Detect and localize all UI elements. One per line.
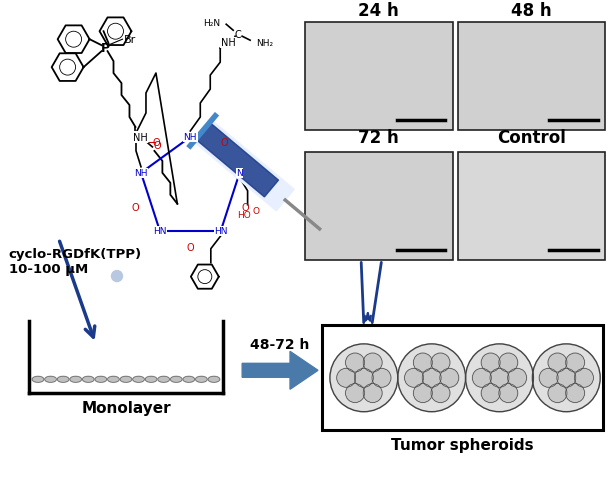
Bar [458, 153, 605, 260]
Circle shape [431, 384, 450, 403]
Ellipse shape [82, 377, 94, 383]
Circle shape [465, 344, 533, 412]
Bar [305, 153, 453, 260]
Text: O: O [187, 242, 194, 252]
Ellipse shape [158, 377, 170, 383]
Bar [305, 23, 453, 131]
Text: O: O [242, 203, 249, 212]
Text: P: P [101, 41, 110, 55]
Text: 48 h: 48 h [511, 2, 551, 20]
Circle shape [499, 384, 518, 403]
Circle shape [481, 353, 500, 372]
Text: 10-100 μM: 10-100 μM [9, 263, 88, 276]
Circle shape [575, 368, 594, 387]
Text: O: O [131, 203, 139, 212]
Bar [458, 23, 605, 131]
Text: HN: HN [153, 227, 167, 236]
Circle shape [539, 368, 558, 387]
Circle shape [508, 368, 526, 387]
Circle shape [422, 368, 441, 387]
Circle shape [499, 353, 518, 372]
Text: NH: NH [184, 133, 197, 142]
Text: 72 h: 72 h [359, 129, 399, 146]
Text: N: N [236, 169, 243, 178]
Circle shape [490, 368, 509, 387]
Ellipse shape [208, 377, 220, 383]
Circle shape [112, 271, 123, 282]
Circle shape [337, 368, 356, 387]
Ellipse shape [107, 377, 119, 383]
Circle shape [533, 344, 600, 412]
Ellipse shape [70, 377, 82, 383]
Circle shape [548, 353, 567, 372]
Ellipse shape [145, 377, 157, 383]
Text: NH: NH [133, 133, 148, 142]
Text: HO: HO [237, 211, 251, 220]
Circle shape [345, 384, 365, 403]
Ellipse shape [95, 377, 107, 383]
Text: NH: NH [134, 169, 148, 178]
Ellipse shape [45, 377, 56, 383]
Text: Tumor spheroids: Tumor spheroids [391, 437, 534, 452]
Ellipse shape [196, 377, 207, 383]
Ellipse shape [32, 377, 44, 383]
Text: H₂N: H₂N [203, 19, 220, 28]
Polygon shape [197, 124, 279, 198]
Text: O: O [152, 138, 160, 148]
Circle shape [404, 368, 423, 387]
Circle shape [414, 384, 432, 403]
Text: O: O [154, 141, 161, 151]
Text: Control: Control [497, 129, 566, 146]
Text: NH₂: NH₂ [256, 39, 273, 48]
Circle shape [557, 368, 576, 387]
Bar [322, 326, 603, 430]
Text: Br: Br [123, 35, 136, 45]
Text: NH: NH [221, 38, 235, 48]
Text: O: O [252, 207, 259, 216]
Circle shape [481, 384, 500, 403]
Circle shape [363, 384, 382, 403]
Ellipse shape [57, 377, 69, 383]
Circle shape [414, 353, 432, 372]
Ellipse shape [120, 377, 132, 383]
Text: HN: HN [214, 227, 228, 236]
Circle shape [565, 384, 584, 403]
Text: cyclo-RGDfK(TPP): cyclo-RGDfK(TPP) [9, 247, 142, 261]
Text: 24 h: 24 h [359, 2, 399, 20]
Circle shape [548, 384, 567, 403]
Text: Monolayer: Monolayer [81, 400, 171, 415]
Ellipse shape [133, 377, 145, 383]
Circle shape [565, 353, 584, 372]
Circle shape [440, 368, 459, 387]
Polygon shape [194, 121, 294, 211]
Polygon shape [242, 352, 318, 389]
Text: 48-72 h: 48-72 h [250, 338, 310, 352]
Text: C: C [235, 30, 242, 40]
Circle shape [431, 353, 450, 372]
Circle shape [472, 368, 491, 387]
Circle shape [372, 368, 391, 387]
Ellipse shape [170, 377, 182, 383]
Circle shape [330, 344, 398, 412]
Circle shape [354, 368, 373, 387]
Circle shape [363, 353, 382, 372]
Circle shape [345, 353, 365, 372]
Circle shape [398, 344, 465, 412]
Ellipse shape [183, 377, 195, 383]
Text: O: O [221, 138, 228, 148]
